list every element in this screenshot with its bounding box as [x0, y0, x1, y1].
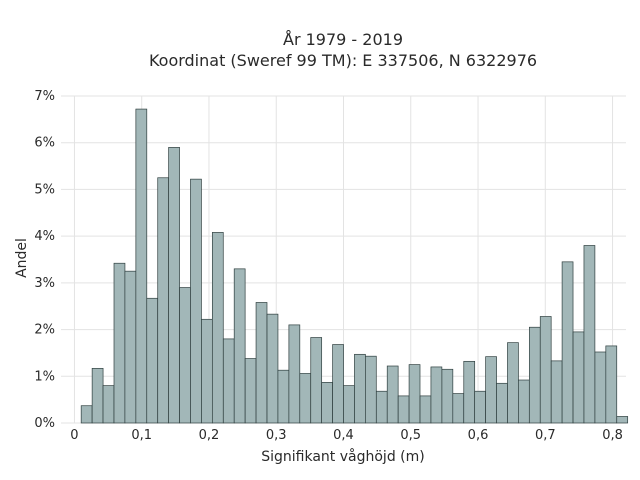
- histogram-bar: [277, 369, 290, 424]
- x-tick-label: 0,1: [131, 428, 152, 443]
- x-tick-label: 0,2: [199, 428, 220, 443]
- histogram-bar: [561, 261, 574, 424]
- x-axis-ticks: 0 0,1 0,2 0,3 0,4 0,5 0,6 0,7 0,8: [70, 428, 623, 443]
- histogram-bar: [190, 178, 202, 424]
- x-tick-label: 0,5: [400, 428, 421, 443]
- chart-title-line1: År 1979 - 2019: [283, 30, 403, 49]
- histogram-bar: [496, 382, 508, 424]
- histogram-bar: [168, 147, 180, 424]
- y-tick-label: 5%: [34, 182, 55, 197]
- x-tick-label: 0,4: [333, 428, 354, 443]
- histogram-bar: [583, 245, 596, 424]
- x-tick-label: 0,6: [468, 428, 489, 443]
- histogram-bar: [124, 270, 137, 424]
- histogram-bar: [179, 287, 191, 424]
- histogram-bar: [408, 364, 421, 424]
- histogram-bar: [266, 313, 279, 424]
- histogram-bar: [463, 360, 476, 424]
- histogram-bar: [135, 108, 148, 424]
- y-tick-label: 2%: [34, 323, 55, 338]
- histogram-bars: [80, 108, 629, 424]
- y-tick-label: 7%: [34, 89, 55, 104]
- histogram-bar: [354, 353, 366, 424]
- histogram-bar: [113, 262, 126, 424]
- y-axis-ticks: 0% 1% 2% 3% 4% 5% 6% 7%: [34, 89, 55, 431]
- histogram-bar: [343, 385, 355, 424]
- histogram-bar: [288, 324, 301, 424]
- chart-title-line2: Koordinat (Sweref 99 TM): E 337506, N 63…: [149, 51, 537, 70]
- histogram-bar: [146, 297, 159, 424]
- histogram-bar: [452, 393, 465, 424]
- histogram-bar: [485, 356, 497, 424]
- histogram-bar: [605, 345, 618, 424]
- histogram-bar: [365, 355, 377, 424]
- y-tick-label: 4%: [34, 229, 55, 244]
- histogram-bar: [255, 302, 268, 424]
- histogram-bar: [430, 366, 443, 424]
- x-tick-label: 0: [70, 428, 78, 443]
- y-tick-label: 6%: [34, 136, 55, 151]
- histogram-bar: [201, 318, 213, 424]
- histogram-bar: [507, 342, 519, 424]
- histogram-bar: [157, 177, 170, 424]
- histogram-bar: [386, 365, 399, 424]
- histogram-bar: [244, 358, 257, 424]
- y-axis-label: Andel: [14, 238, 30, 278]
- histogram-bar: [441, 368, 454, 424]
- histogram-bar: [299, 373, 312, 424]
- histogram-bar: [91, 367, 104, 424]
- histogram-bar: [102, 385, 115, 424]
- histogram-bar: [539, 316, 552, 424]
- histogram-bar: [80, 405, 93, 424]
- histogram-bar: [474, 390, 486, 424]
- x-tick-label: 0,8: [602, 428, 623, 443]
- histogram-bar: [375, 390, 388, 424]
- histogram-bar: [528, 326, 541, 424]
- histogram-bar: [310, 337, 323, 424]
- histogram-bar: [518, 379, 530, 424]
- histogram-bar: [321, 382, 333, 424]
- histogram-bar: [222, 338, 235, 424]
- histogram-bar: [211, 232, 224, 424]
- y-tick-label: 0%: [34, 416, 55, 431]
- x-axis-label: Signifikant våghöjd (m): [261, 448, 424, 465]
- x-tick-label: 0,7: [535, 428, 556, 443]
- x-tick-label: 0,3: [266, 428, 287, 443]
- histogram-bar: [397, 395, 410, 424]
- histogram-bar: [233, 268, 246, 424]
- y-tick-label: 3%: [34, 276, 55, 291]
- histogram-bar: [616, 416, 629, 424]
- histogram-bar: [332, 344, 344, 424]
- histogram-bar: [572, 331, 585, 424]
- histogram-bar: [594, 351, 607, 424]
- histogram-bar: [550, 360, 563, 424]
- histogram-bar: [419, 395, 432, 424]
- y-tick-label: 1%: [34, 369, 55, 384]
